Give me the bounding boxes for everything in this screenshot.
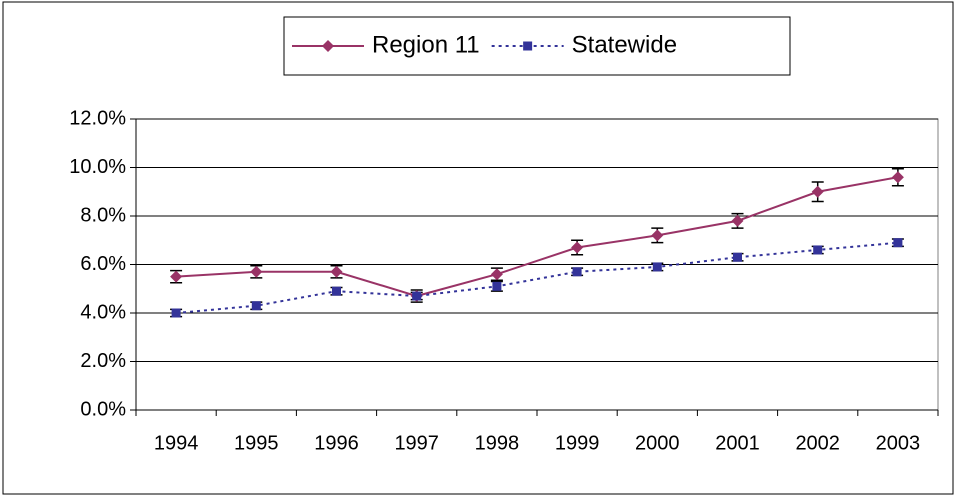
x-tick-label: 1999 <box>555 432 600 454</box>
legend-label: Region 11 <box>372 31 480 58</box>
x-tick-label: 2000 <box>635 432 680 454</box>
data-point <box>250 265 263 278</box>
data-point <box>813 245 823 255</box>
data-point <box>731 214 744 227</box>
data-point <box>171 308 181 318</box>
series-line <box>176 176 899 298</box>
x-tick-label: 1995 <box>234 432 279 454</box>
data-point <box>893 238 903 248</box>
data-point <box>330 265 343 278</box>
x-tick-label: 1994 <box>154 432 199 454</box>
data-point <box>251 301 261 311</box>
data-point <box>572 267 582 277</box>
y-tick-label: 6.0% <box>80 253 126 275</box>
y-tick-label: 12.0% <box>69 107 126 129</box>
legend-label: Statewide <box>572 31 677 58</box>
x-tick-label: 2002 <box>795 432 840 454</box>
legend-marker <box>523 41 533 51</box>
data-point <box>332 286 341 296</box>
data-point <box>891 171 904 184</box>
x-tick-label: 1997 <box>394 432 439 454</box>
legend-marker <box>322 40 334 52</box>
data-point <box>492 281 502 291</box>
data-point <box>412 291 422 301</box>
x-tick-label: 2003 <box>876 432 921 454</box>
y-tick-label: 4.0% <box>80 301 126 323</box>
data-point <box>170 270 183 283</box>
data-point <box>652 262 662 272</box>
legend-box <box>283 16 791 76</box>
data-point <box>490 268 503 281</box>
data-point <box>811 185 824 198</box>
x-tick-label: 1998 <box>475 432 520 454</box>
y-tick-label: 10.0% <box>69 156 126 178</box>
x-tick-label: 1996 <box>314 432 359 454</box>
y-tick-label: 8.0% <box>80 204 126 226</box>
y-tick-label: 0.0% <box>80 398 126 420</box>
x-tick-label: 2001 <box>715 432 760 454</box>
series-line <box>176 241 898 314</box>
data-point <box>733 252 742 262</box>
y-tick-label: 2.0% <box>80 350 126 372</box>
data-point <box>651 229 664 242</box>
data-point <box>571 241 584 254</box>
